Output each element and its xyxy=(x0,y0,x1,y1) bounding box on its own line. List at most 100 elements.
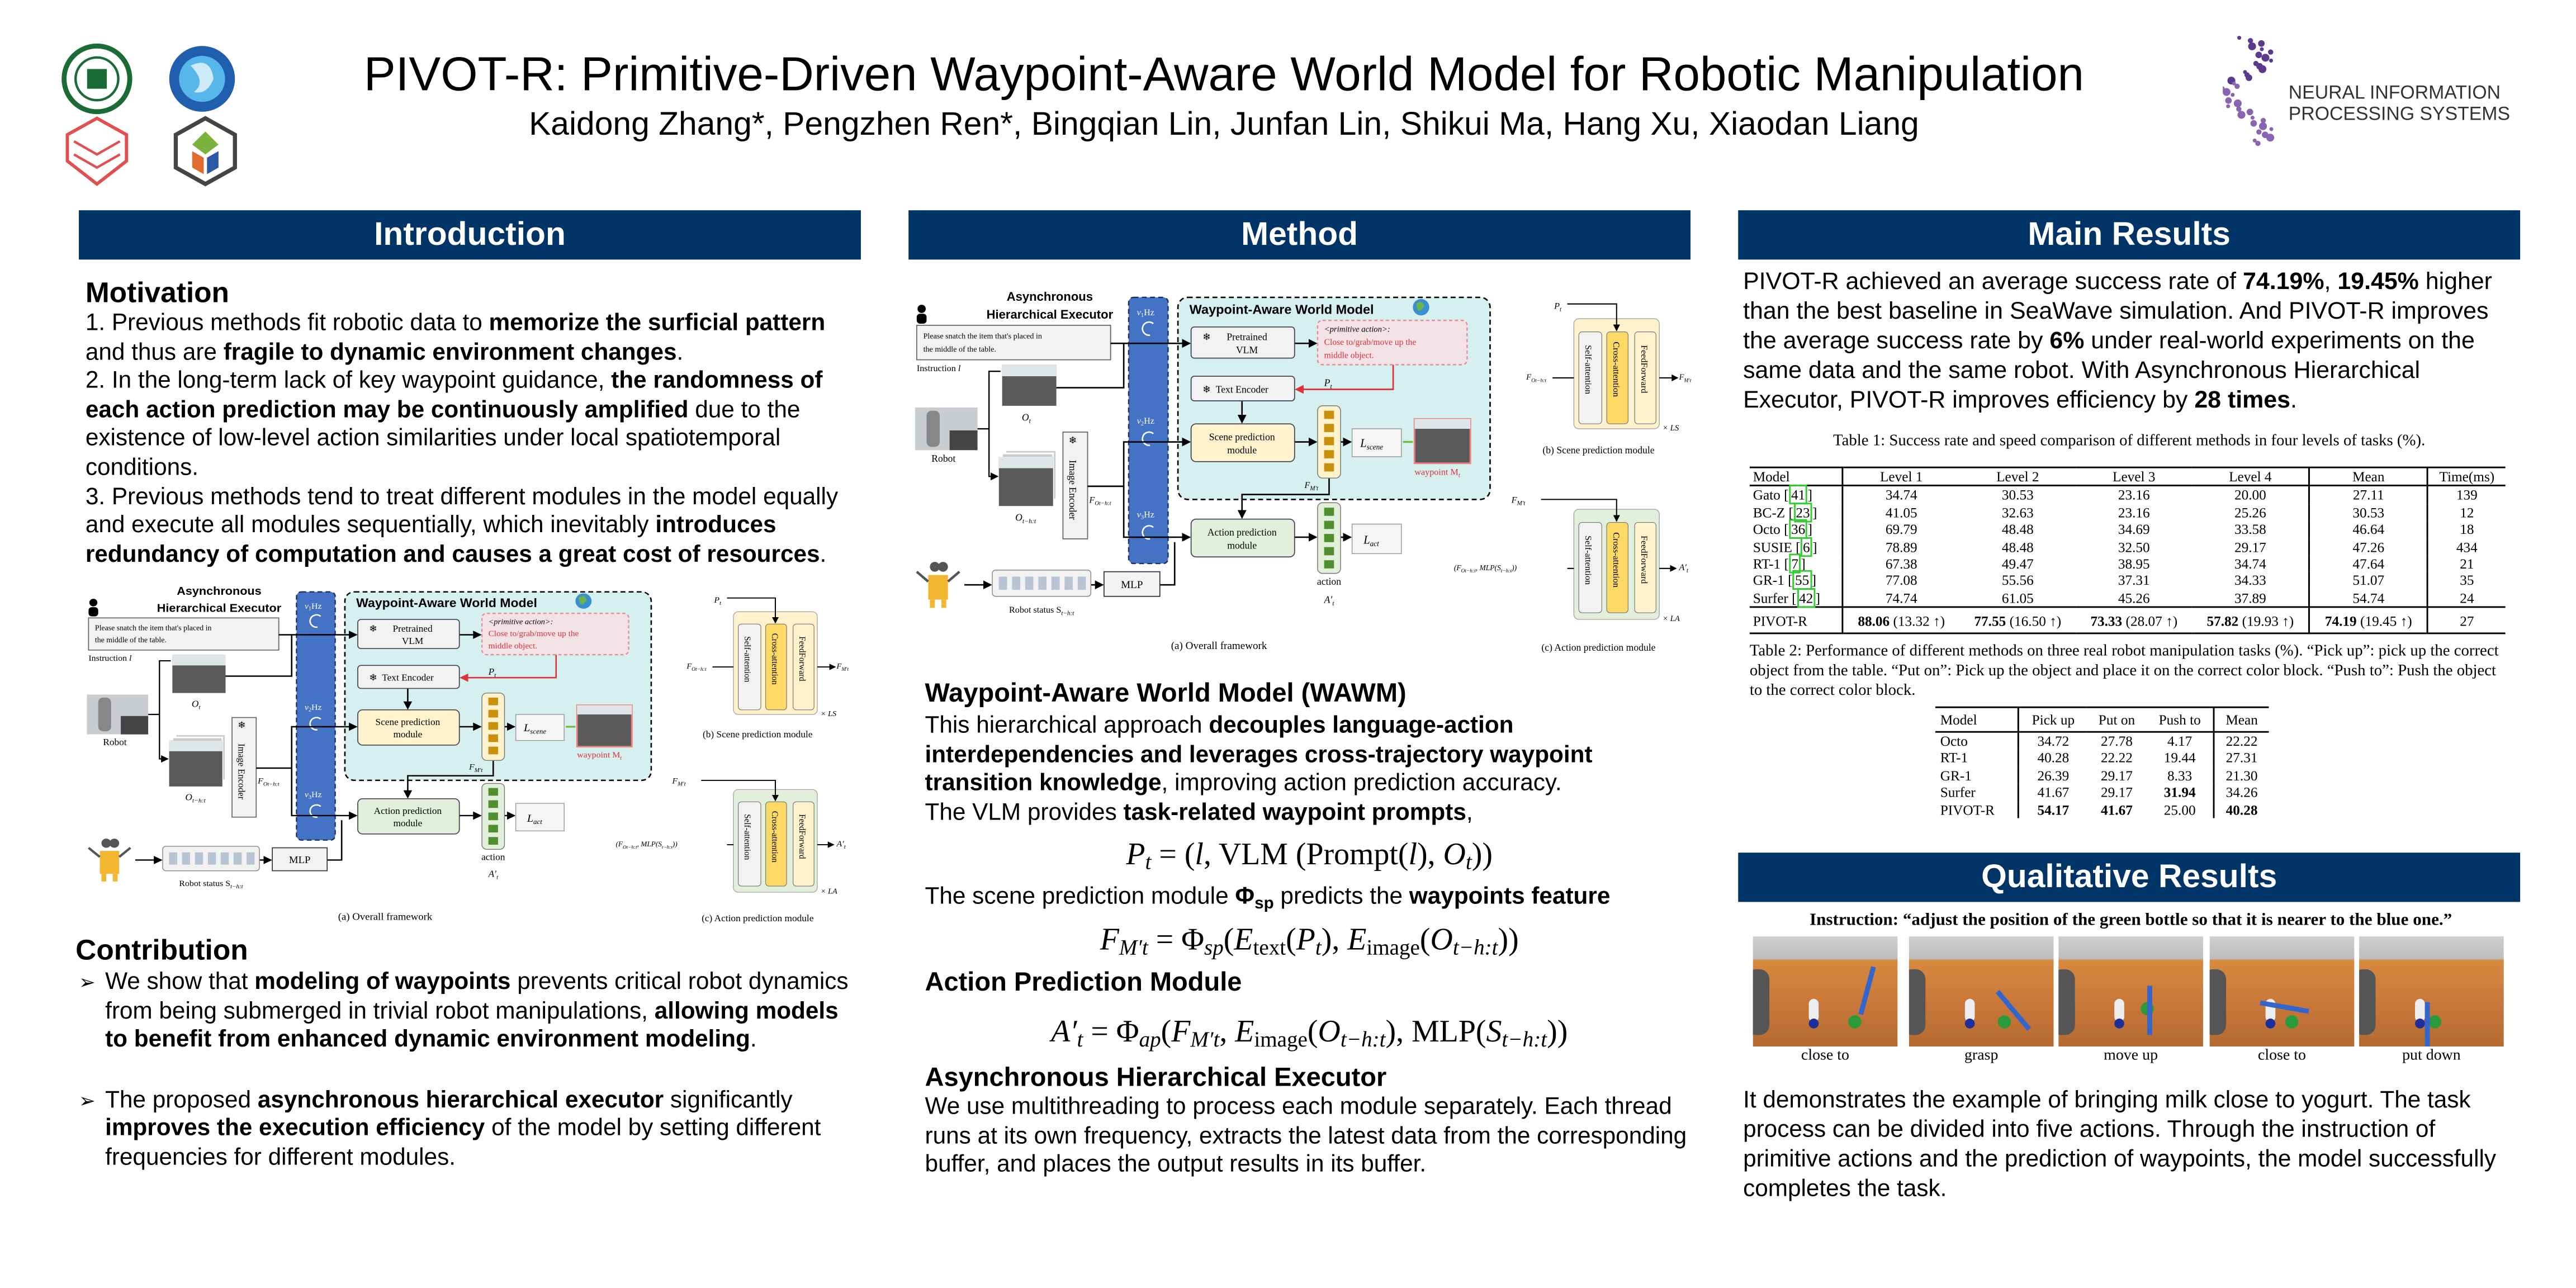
equation-term: ( xyxy=(1286,923,1296,958)
improvement: (28.07 ↑) xyxy=(2125,612,2178,629)
neurips-logo-dot xyxy=(2223,88,2231,96)
table2-cell: 27.78 xyxy=(2101,732,2133,750)
frequency-label: v1Hz xyxy=(305,602,322,612)
instruction-text: the middle of the table. xyxy=(95,636,167,645)
wawm-title: Waypoint-Aware World Model xyxy=(1190,302,1374,316)
primitive-action-box xyxy=(481,613,629,656)
author-list: Kaidong Zhang*, Pengzhen Ren*, Bingqian … xyxy=(529,107,1919,143)
neurips-logo-line: NEURAL INFORMATION xyxy=(2288,83,2501,104)
equation-term: F xyxy=(1100,923,1119,958)
instruction-text: Please snatch the item that's placed in xyxy=(924,332,1042,340)
neurips-logo-dot xyxy=(2269,58,2274,63)
mlp-label: MLP xyxy=(289,854,311,865)
table1-cell: 78.89 xyxy=(1841,538,1960,556)
waypoint-feature-label: FM′t xyxy=(468,763,483,774)
text-run: 1. Previous methods fit robotic data to xyxy=(85,310,489,337)
primitive-action-text: middle object. xyxy=(489,642,537,651)
neurips-logo-dot xyxy=(2231,93,2235,97)
text-run: under real-world experiments on the same… xyxy=(1743,328,2475,414)
table1-cell: 25.26 xyxy=(2234,504,2266,521)
model-name: Octo xyxy=(1753,521,1781,538)
citation-link[interactable]: 55 xyxy=(1792,571,1812,591)
robot-label: Robot xyxy=(931,453,955,464)
table1-cell: 34.74 xyxy=(1841,486,1960,504)
text-run: the randomness of each action prediction… xyxy=(85,368,823,424)
citation-link[interactable]: 6 xyxy=(1800,536,1813,557)
bullet-arrow-icon: ➢ xyxy=(79,1088,96,1112)
table2-cell: 40.28 xyxy=(2213,801,2269,818)
equation-term: l xyxy=(1195,838,1204,873)
model-name: GR-1 xyxy=(1940,766,1972,784)
citation-link[interactable]: 23 xyxy=(1793,502,1813,522)
neurips-logo-dot xyxy=(2250,120,2257,127)
scene-module-label: Scene prediction xyxy=(376,717,441,728)
text-run: We use multithreading to process each mo… xyxy=(925,1094,1687,1178)
equation-term: t−h:t xyxy=(1340,1026,1386,1052)
table2-real-robot: Model Pick up Put on Push to Mean Octo 34.72 2… xyxy=(1935,707,2269,818)
table1-cell: 34.74 xyxy=(2234,555,2266,572)
pretrained-vlm-box xyxy=(1190,326,1295,359)
snowflake-icon: ❄ xyxy=(369,623,377,634)
table1-cell: 34.33 xyxy=(2234,572,2266,589)
citation-link[interactable]: 41 xyxy=(1788,485,1808,505)
method-framework-figure: Waypoint-Aware World Model Asynchronous … xyxy=(907,280,1700,670)
model-name-cell: BC-Z [23] xyxy=(1750,502,1843,522)
waypoint-label: waypoint Mt xyxy=(1414,467,1461,479)
motivation-item: 1. Previous methods fit robotic data to … xyxy=(86,310,858,368)
equation-term: image xyxy=(1254,1026,1308,1052)
scene-paragraph: The scene prediction module Φsp predicts… xyxy=(925,884,1694,913)
feature-label: FOt−h:t xyxy=(257,776,280,788)
contribution-item: ➢ We show that modeling of waypoints prev… xyxy=(75,969,861,1056)
motion-arrow-icon xyxy=(2425,1002,2430,1047)
model-name: PIVOT-R xyxy=(1940,801,1995,818)
table2-cell: 34.26 xyxy=(2213,784,2269,802)
image-encoder-box xyxy=(1062,432,1088,539)
qualitative-instruction: Instruction: “adjust the position of the… xyxy=(1809,912,2452,930)
action-module-label: module xyxy=(393,818,422,829)
action-prediction-module-box xyxy=(357,798,460,835)
table1-cell: 77.08 xyxy=(1841,572,1960,590)
image-encoder-label: Image Encoder xyxy=(236,744,247,799)
text-run: introduces redundancy of computation and… xyxy=(85,513,820,569)
table2-cell: 41.67 xyxy=(2101,801,2133,818)
prompt-input-label: Pt xyxy=(713,595,722,607)
neurips-logo-dot xyxy=(2247,37,2253,44)
model-name: BC-Z xyxy=(1753,504,1786,521)
action-loss-label: Lact xyxy=(1363,534,1379,548)
contribution-item: ➢ The proposed asynchronous hierarchical … xyxy=(75,1087,861,1174)
text-run: 3. Previous methods tend to treat differ… xyxy=(85,484,839,539)
contribution-list: ➢ We show that modeling of waypoints prev… xyxy=(75,969,861,1205)
frequency-label: v3Hz xyxy=(1137,510,1154,521)
model-name-cell: RT-1 [7] xyxy=(1750,553,1843,574)
motivation-list: 1. Previous methods fit robotic data to … xyxy=(86,310,858,570)
executor-title: Hierarchical Executor xyxy=(987,307,1114,321)
text-run: prevents critical robot dynamics from be… xyxy=(105,969,849,1025)
citation-link[interactable]: 7 xyxy=(1788,553,1801,574)
green-bottle xyxy=(2428,1015,2442,1029)
prompt-input-label: Pt xyxy=(1554,301,1562,312)
white-bottle xyxy=(1808,998,1819,1022)
text-run: significantly xyxy=(664,1087,793,1114)
equation-term: text xyxy=(1253,935,1286,960)
equation-term: t xyxy=(1465,850,1472,875)
neurips-logo-dot xyxy=(2259,122,2267,130)
citation-link[interactable]: 42 xyxy=(1796,588,1816,608)
text-run: , xyxy=(1466,799,1473,826)
neurips-logo-dot xyxy=(2246,74,2252,81)
text-run: of the model by setting different freque… xyxy=(105,1116,821,1172)
table2-cell: 29.17 xyxy=(2101,766,2133,784)
table2-caption: Table 2: Performance of different method… xyxy=(1749,642,2499,700)
text-encoder-label: Text Encoder xyxy=(382,673,434,683)
feedforward-label: FeedForward xyxy=(797,636,807,681)
equation-term: t−h:t xyxy=(1502,1026,1547,1052)
action-output-label: A′t xyxy=(488,869,499,881)
neurips-logo-dot xyxy=(2232,81,2236,86)
primitive-action-box xyxy=(1317,319,1468,366)
table2-cell: 31.94 xyxy=(2163,784,2196,801)
table1-cell: 24 xyxy=(2427,589,2506,608)
robot-status-label: Robot status St−h:t xyxy=(179,879,243,890)
citation-link[interactable]: 36 xyxy=(1788,519,1808,539)
equation-term: P xyxy=(1126,838,1145,873)
equation-term: )) xyxy=(1471,838,1493,873)
